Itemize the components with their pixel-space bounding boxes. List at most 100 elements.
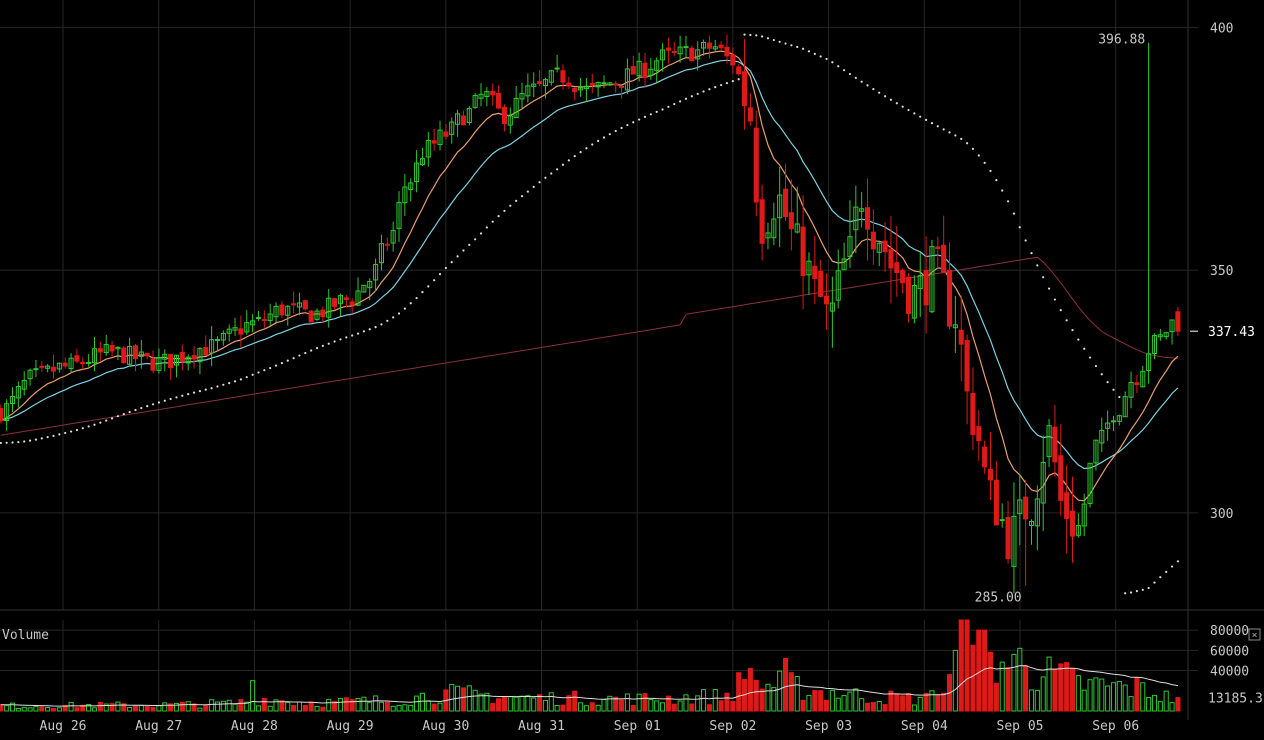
sar-dot [930,121,934,125]
candle-up [326,297,332,318]
sar-dot [1100,373,1103,376]
candle-down [941,244,947,273]
candle-up [578,87,584,91]
sar-dot [983,161,986,164]
sar-dot [1135,590,1139,593]
candle-down [987,468,994,481]
candle-up [1157,334,1163,338]
candle-up [859,208,865,212]
candle-up [1128,381,1134,398]
candle-down [349,301,355,306]
volume-bar-up [478,693,484,712]
candle-up [373,263,379,281]
candle-down [665,47,671,51]
sar-dot [345,336,348,339]
sar-dot [901,105,904,108]
sar-dot [503,209,506,212]
volume-bar-up [449,683,455,712]
candle-up [337,295,344,305]
sar-dot [1141,588,1144,591]
sma-line [0,256,1178,436]
volume-bar-down [613,696,619,712]
candle-down [62,362,68,367]
volume-bar-down [1058,663,1064,712]
volume-bar-up [835,697,841,712]
sar-dot [228,382,231,385]
volume-bar-up [847,691,853,712]
sar-dot [52,434,55,437]
volume-bar-up [226,699,232,712]
volume-bar-down [882,704,888,712]
volume-tick-label: 60000 [1210,644,1249,659]
candle-up [361,284,367,293]
candle-up [595,81,601,88]
sar-dot [17,440,20,444]
volume-bar-down [132,705,139,712]
sar-dot [602,136,606,139]
volume-close-button[interactable] [1248,628,1261,641]
candle-up [414,162,420,183]
volume-bar-down [179,701,185,712]
sar-dot [567,159,570,162]
candle-up [525,85,531,97]
candle-up [531,83,537,87]
volume-bar-up [214,701,221,712]
candle-up [91,348,98,364]
volume-bar-down [759,688,765,712]
volume-bar-up [419,692,425,712]
candle-down [964,340,970,392]
volume-bar-down [964,619,970,712]
candle-up [27,369,33,380]
candle-up [33,368,39,371]
volume-bar-down [864,702,871,712]
volume-bar-up [1011,653,1017,712]
sar-dot [433,279,436,282]
candle-down [823,295,830,305]
sar-dot [362,330,365,333]
volume-bar-down [572,690,578,712]
close-icon[interactable]: × [1251,630,1257,641]
candle-down [800,226,806,277]
sar-dot [1071,329,1074,332]
sar-dot [450,261,453,264]
volume-bar-down [238,699,244,712]
date-tick-label: Aug 26 [40,719,87,734]
candle-down [572,87,578,93]
sar-dot [386,319,389,322]
candle-up [1017,499,1023,515]
sar-dot [269,366,272,370]
volume-bar-up [91,707,98,712]
volume-bar-down [332,700,338,712]
candle-down [431,140,437,144]
sar-dot [673,102,676,106]
sar-dot [684,97,688,100]
volume-bar-up [361,696,367,712]
volume-bar-down [747,668,753,712]
volume-bar-up [267,705,273,712]
volume-bar-down [279,700,285,712]
candle-up [255,316,262,319]
sar-dot [146,405,149,408]
candle-up [1151,334,1158,354]
sar-dot [936,125,939,128]
volume-bar-down [718,700,724,712]
sar-dot [860,80,863,83]
candle-up [952,324,958,329]
volume-tick-label: 80000 [1210,624,1249,639]
volume-bar-down [888,690,894,712]
candle-down [747,107,753,122]
candle-up [548,70,554,83]
volume-bar-up [583,705,589,712]
sar-dot [1065,319,1068,322]
volume-bar-up [1169,702,1175,712]
candle-up [138,351,144,357]
sar-dot [0,441,2,445]
volume-bar-down [203,704,209,712]
sar-dot [591,143,594,146]
volume-bar-up [45,707,51,712]
candle-down [970,392,976,435]
candle-down [923,269,929,306]
volume-bar-up [654,700,660,712]
